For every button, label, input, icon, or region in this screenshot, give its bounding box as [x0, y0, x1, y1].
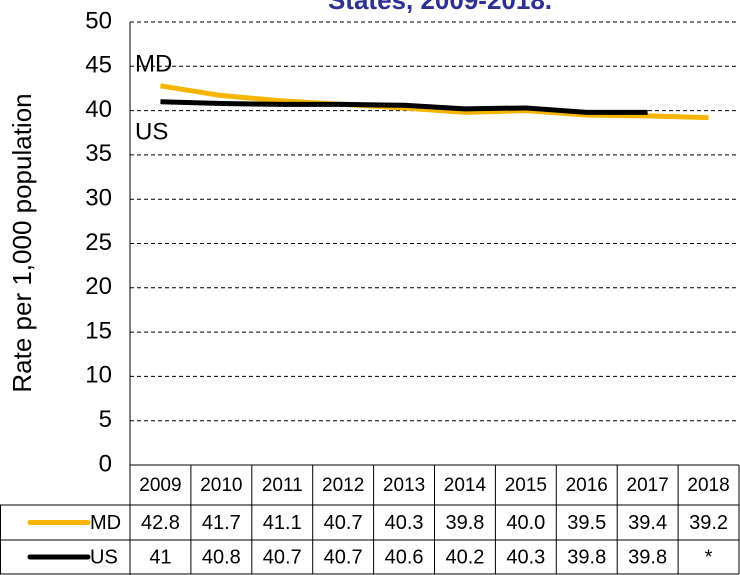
legend-label: US [90, 546, 118, 568]
y-tick-label: 35 [85, 140, 112, 167]
y-tick-label: 20 [85, 273, 112, 300]
series-line [160, 83, 709, 121]
table-value: 39.8 [567, 546, 606, 568]
y-tick-label: 0 [99, 450, 112, 477]
table-value: 39.8 [628, 546, 667, 568]
x-tick-label: 2014 [444, 475, 487, 496]
y-tick-label: 50 [85, 7, 112, 34]
table-value: 41.1 [263, 512, 302, 534]
x-tick-label: 2015 [505, 475, 547, 496]
table-value: 39.8 [445, 512, 484, 534]
y-tick-label: 45 [85, 52, 112, 79]
table-value: 39.2 [689, 512, 728, 534]
table-value: 39.4 [628, 512, 667, 534]
table-value: 40.3 [506, 546, 545, 568]
x-tick-label: 2013 [383, 475, 425, 496]
table-value: 40.3 [385, 512, 424, 534]
table-value: 40.7 [324, 512, 363, 534]
x-tick-label: 2016 [566, 475, 608, 496]
y-tick-label: 10 [85, 362, 112, 389]
table-value: 40.2 [445, 546, 484, 568]
x-tick-label: 2012 [322, 475, 364, 496]
table-value: 39.5 [567, 512, 606, 534]
x-tick-label: 2018 [687, 475, 729, 496]
table-value: 41.7 [202, 512, 241, 534]
x-tick-label: 2009 [139, 475, 181, 496]
x-tick-label: 2011 [262, 475, 303, 496]
series-line [160, 99, 648, 115]
annotation: MD [135, 50, 172, 77]
legend-label: MD [90, 512, 121, 534]
x-tick-label: 2010 [200, 475, 242, 496]
chart-title: States, 2009-2018. [328, 0, 552, 15]
table-value: 42.8 [141, 512, 180, 534]
annotation: US [135, 118, 168, 145]
table-value: 40.6 [385, 546, 424, 568]
y-tick-label: 25 [85, 229, 112, 256]
table-value: 41 [149, 546, 171, 568]
table-value: * [705, 546, 713, 568]
table-value: 40.0 [506, 512, 545, 534]
table-value: 40.7 [263, 546, 302, 568]
y-tick-label: 40 [85, 96, 112, 123]
y-tick-label: 5 [99, 406, 112, 433]
y-axis-label: Rate per 1,000 population [7, 93, 37, 392]
y-tick-label: 30 [85, 185, 112, 212]
y-tick-label: 15 [85, 317, 112, 344]
table-value: 40.7 [324, 546, 363, 568]
table-value: 40.8 [202, 546, 241, 568]
x-tick-label: 2017 [627, 475, 669, 496]
